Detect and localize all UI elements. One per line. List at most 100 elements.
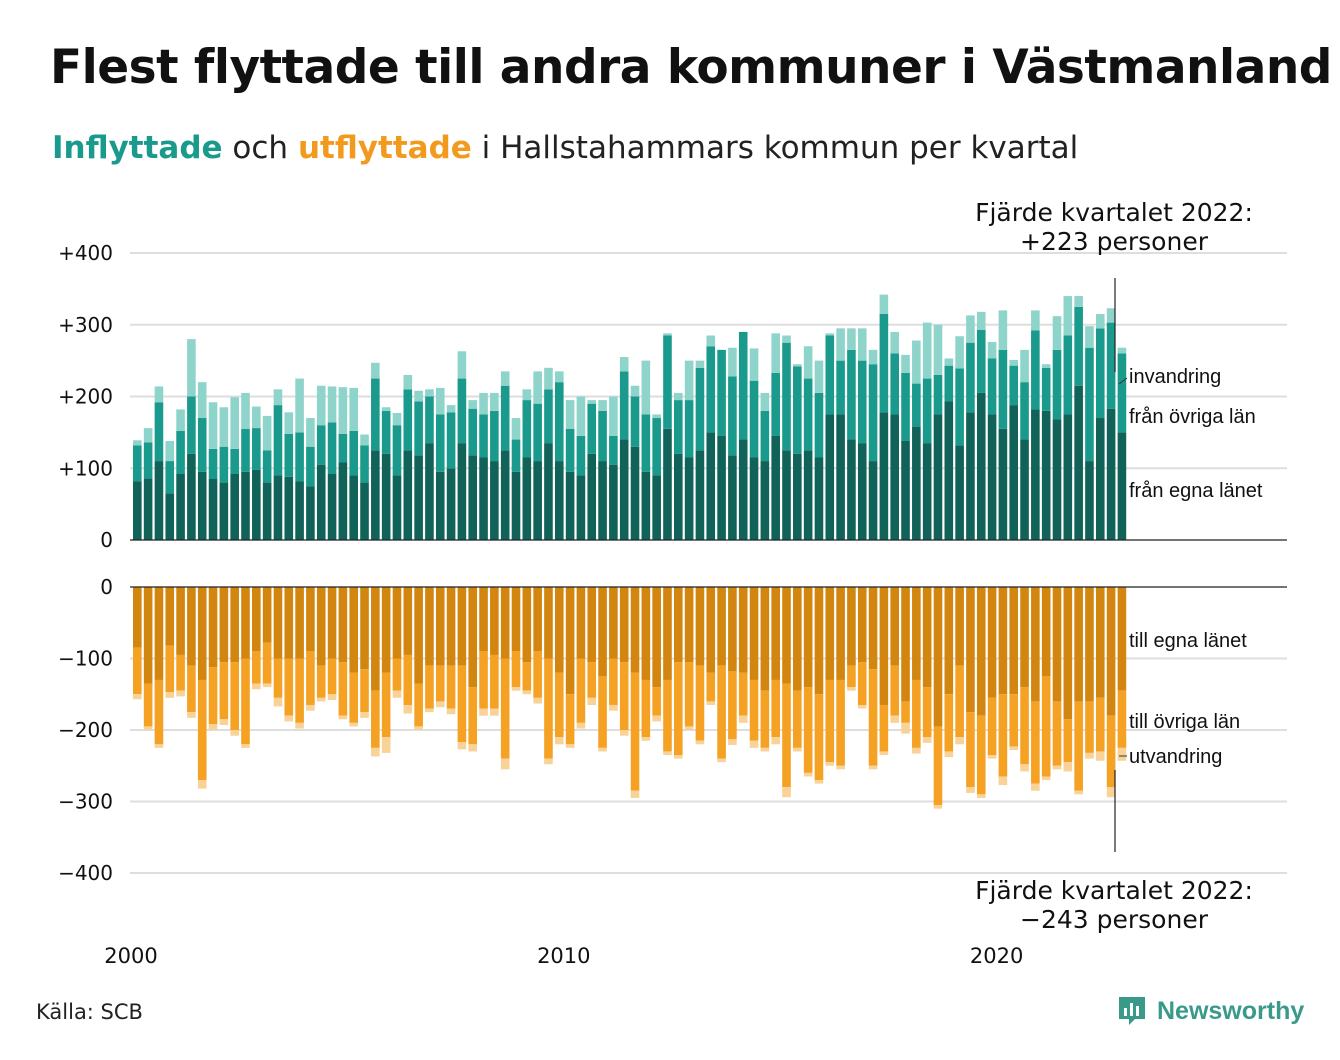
bar-out-utvandring [327, 694, 337, 700]
bar-in-ovriga [771, 372, 780, 436]
bar-in-egna [814, 457, 824, 540]
bar-out-ovriga [230, 662, 239, 730]
bar-in-invandring [197, 382, 207, 419]
bar-in-ovriga [544, 389, 553, 444]
bar-in-ovriga [868, 364, 878, 462]
bar-in-invandring [479, 392, 488, 415]
bar-out-ovriga [966, 712, 975, 788]
bar-in-invandring [998, 310, 1008, 350]
bar-out-egna [554, 587, 564, 673]
bar-out-ovriga [587, 662, 597, 698]
bar-out-ovriga [403, 654, 413, 705]
bar-in-invandring [371, 362, 380, 379]
bar-in-ovriga [230, 448, 239, 474]
bar-out-ovriga [371, 690, 380, 748]
bar-out-utvandring [306, 704, 315, 711]
bar-out-ovriga [414, 683, 423, 727]
bar-out-ovriga [457, 665, 467, 743]
bar-in-invandring [587, 400, 597, 404]
bar-out-utvandring [392, 690, 402, 698]
bar-out-ovriga [219, 662, 229, 720]
bar-in-egna [738, 439, 748, 540]
bar-out-ovriga [1020, 687, 1029, 765]
bar-in-egna [252, 469, 261, 540]
bar-in-invandring [544, 367, 553, 390]
bar-out-egna [987, 587, 997, 698]
bar-out-utvandring [803, 772, 813, 777]
bar-in-ovriga [371, 378, 380, 451]
bar-out-ovriga [868, 669, 878, 766]
bar-out-egna [803, 587, 813, 688]
bar-in-ovriga [143, 442, 153, 479]
bar-in-egna [1074, 385, 1083, 540]
bar-out-egna [468, 587, 478, 688]
bar-out-utvandring [230, 730, 239, 736]
bar-out-utvandring [782, 787, 791, 798]
bar-in-invandring [284, 412, 294, 434]
bar-in-ovriga [349, 430, 358, 476]
bar-in-invandring [641, 360, 651, 415]
bar-in-egna [912, 426, 921, 540]
bar-out-ovriga [836, 679, 845, 766]
bar-out-egna [998, 587, 1008, 695]
bar-in-ovriga [500, 385, 510, 451]
bar-in-invandring [143, 428, 153, 443]
bar-out-ovriga [803, 687, 813, 773]
bar-in-invandring [933, 324, 943, 375]
bar-out-egna [273, 587, 283, 659]
bar-out-utvandring [717, 758, 726, 763]
bar-in-invandring [306, 418, 315, 447]
bar-out-ovriga [500, 658, 510, 759]
bar-out-utvandring [1041, 776, 1051, 781]
bar-out-utvandring [165, 692, 175, 698]
bar-in-invandring [663, 333, 672, 336]
y-tick-label-bottom: −400 [58, 861, 113, 885]
y-tick-label-bottom: 0 [100, 575, 113, 599]
subtitle-utflyttade: utflyttade [297, 130, 472, 166]
bar-out-utvandring [933, 805, 943, 809]
bar-in-egna [230, 473, 239, 540]
bar-in-egna [868, 461, 878, 540]
subtitle-och: och [222, 130, 298, 166]
bar-in-ovriga [1095, 328, 1105, 419]
bar-out-egna [165, 587, 175, 646]
bar-in-egna [825, 414, 835, 540]
bar-out-utvandring [262, 683, 272, 688]
bar-out-utvandring [154, 744, 164, 748]
bar-in-egna [349, 475, 358, 540]
bar-out-utvandring [479, 708, 488, 716]
bar-out-egna [457, 587, 467, 666]
bar-in-invandring [360, 434, 369, 446]
bar-in-ovriga [295, 432, 304, 482]
bar-out-ovriga [641, 679, 651, 738]
bar-in-ovriga [306, 446, 315, 487]
bar-out-ovriga [446, 665, 456, 709]
bar-out-utvandring [912, 747, 921, 754]
y-tick-label-top: +200 [58, 385, 113, 409]
bar-in-egna [598, 461, 607, 540]
bar-out-ovriga [490, 654, 499, 709]
bar-out-egna [381, 587, 391, 673]
bar-in-invandring [1095, 313, 1105, 329]
bar-out-utvandring [706, 701, 716, 705]
bar-out-ovriga [955, 665, 964, 738]
y-axis-bottom: 0 −100 −200 −300 −400 [58, 575, 113, 885]
bar-in-invandring [749, 348, 759, 381]
label-till-egna-lanet: till egna länet [1129, 630, 1247, 652]
newsworthy-logo-text: Newsworthy [1157, 996, 1305, 1025]
bar-in-egna [933, 414, 943, 540]
bar-in-invandring [392, 413, 402, 426]
bar-out-utvandring [295, 722, 304, 729]
bar-out-egna [717, 587, 726, 666]
bar-in-invandring [187, 339, 196, 397]
bar-in-invandring [576, 396, 586, 436]
bar-in-ovriga [457, 378, 467, 444]
bar-out-ovriga [479, 651, 488, 709]
x-tick-label: 2000 [104, 944, 157, 968]
bar-out-egna [403, 587, 413, 655]
bar-out-utvandring [565, 744, 575, 748]
bar-out-utvandring [890, 715, 899, 723]
bar-out-egna [565, 587, 575, 695]
bar-in-ovriga [760, 410, 770, 462]
bar-in-invandring [1020, 349, 1029, 383]
